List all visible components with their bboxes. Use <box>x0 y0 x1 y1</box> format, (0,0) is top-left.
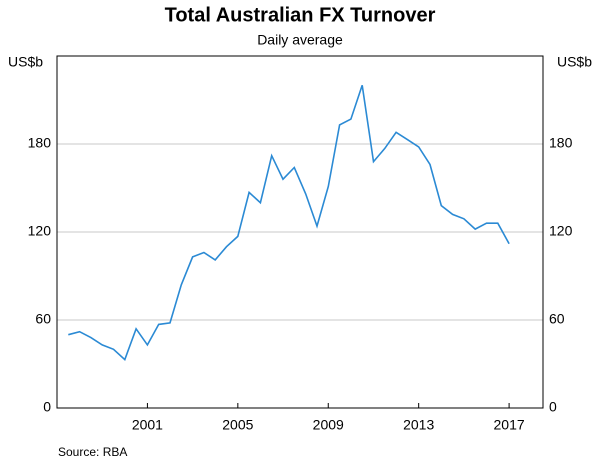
x-tick-label: 2013 <box>403 417 434 433</box>
x-tick-label: 2001 <box>132 417 163 433</box>
data-line <box>68 85 510 361</box>
y2-axis-label: US$b <box>557 54 592 70</box>
x-tick-label: 2005 <box>222 417 253 433</box>
source-note: Source: RBA <box>58 445 127 459</box>
plot-frame <box>56 55 544 409</box>
y2-tick-label: 120 <box>549 223 573 239</box>
y-tick-label: 60 <box>35 311 51 327</box>
y-tick-label: 180 <box>28 135 52 151</box>
y2-tick-label: 60 <box>549 311 565 327</box>
y-axis-label: US$b <box>8 54 43 70</box>
x-tick-label: 2009 <box>313 417 344 433</box>
chart-title: Total Australian FX Turnover <box>165 4 436 26</box>
y-tick-label: 120 <box>28 223 52 239</box>
x-tick-label: 2017 <box>494 417 525 433</box>
chart-subtitle: Daily average <box>257 32 343 48</box>
y-tick-label: 0 <box>43 399 51 415</box>
y2-tick-label: 0 <box>549 399 557 415</box>
y2-tick-label: 180 <box>549 135 573 151</box>
